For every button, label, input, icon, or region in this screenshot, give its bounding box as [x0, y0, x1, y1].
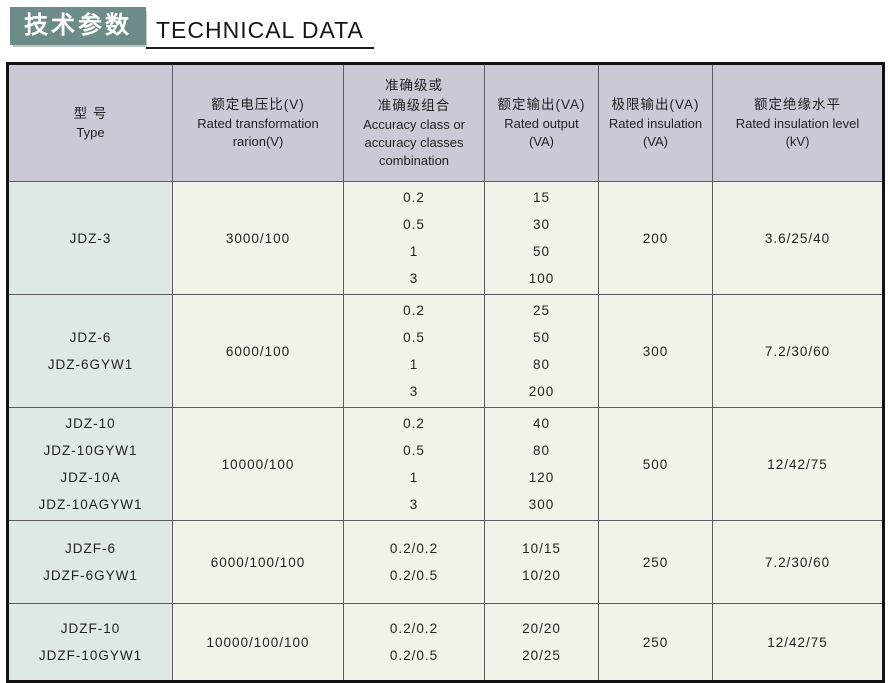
column-header-output-zh: 额定输出(VA): [497, 97, 586, 112]
cell-insulation-limit: 250: [598, 520, 713, 604]
column-header-insulation-limit-en: Rated insulation (VA): [608, 116, 703, 149]
cell-insulation-level: 12/42/75: [712, 407, 884, 521]
table-row: JDZ-10 JDZ-10GYW1 JDZ-10A JDZ-10AGYW1 100…: [7, 407, 884, 521]
cell-insulation-level: 7.2/30/60: [712, 520, 884, 604]
section-title-chinese: 技术参数: [10, 7, 146, 45]
column-header-output: 额定输出(VA) Rated output (VA): [484, 63, 599, 182]
cell-ratio: 6000/100/100: [172, 520, 344, 604]
cell-insulation-limit: 200: [598, 181, 713, 295]
section-header: 技术参数 TECHNICAL DATA: [10, 7, 884, 49]
column-header-accuracy-zh: 准确级或 准确级组合: [377, 78, 451, 113]
cell-accuracy: 0.2 0.5 1 3: [343, 294, 485, 408]
cell-accuracy: 0.2/0.2 0.2/0.5: [343, 603, 485, 682]
column-header-insulation-level: 额定绝缘水平 Rated insulation level (kV): [712, 63, 884, 182]
cell-ratio: 3000/100: [172, 181, 344, 295]
cell-insulation-limit: 250: [598, 603, 713, 682]
cell-type: JDZF-6 JDZF-6GYW1: [7, 520, 173, 604]
table-head: 型 号 Type 额定电压比(V) Rated transformation rari…: [7, 63, 884, 182]
column-header-ratio-zh: 额定电压比(V): [211, 97, 305, 112]
column-header-accuracy: 准确级或 准确级组合 Accuracy class or accuracy cla…: [343, 63, 485, 182]
cell-type: JDZ-6 JDZ-6GYW1: [7, 294, 173, 408]
column-header-insulation-level-zh: 额定绝缘水平: [754, 97, 841, 112]
cell-ratio: 10000/100/100: [172, 603, 344, 682]
column-header-output-en: Rated output (VA): [504, 116, 579, 149]
section-title-english: TECHNICAL DATA: [146, 17, 374, 49]
cell-insulation-level: 12/42/75: [712, 603, 884, 682]
cell-ratio: 6000/100: [172, 294, 344, 408]
table-row: JDZF-6 JDZF-6GYW1 6000/100/100 0.2/0.2 0.2…: [7, 520, 884, 604]
cell-output: 20/20 20/25: [484, 603, 599, 682]
cell-insulation-limit: 300: [598, 294, 713, 408]
cell-type: JDZF-10 JDZF-10GYW1: [7, 603, 173, 682]
cell-insulation-level: 3.6/25/40: [712, 181, 884, 295]
cell-accuracy: 0.2 0.5 1 3: [343, 181, 485, 295]
cell-accuracy: 0.2 0.5 1 3: [343, 407, 485, 521]
table-body: JDZ-3 3000/100 0.2 0.5 1 3 15 30 50 100 200 3…: [7, 181, 884, 682]
cell-accuracy: 0.2/0.2 0.2/0.5: [343, 520, 485, 604]
column-header-type: 型 号 Type: [7, 63, 173, 182]
table-row: JDZF-10 JDZF-10GYW1 10000/100/100 0.2/0.2 …: [7, 603, 884, 682]
cell-output: 25 50 80 200: [484, 294, 599, 408]
column-header-type-en: Type: [76, 125, 105, 140]
column-header-insulation-level-en: Rated insulation level (kV): [735, 116, 860, 149]
cell-insulation-level: 7.2/30/60: [712, 294, 884, 408]
column-header-ratio-en: Rated transformation rarion(V): [197, 116, 319, 149]
cell-output: 15 30 50 100: [484, 181, 599, 295]
cell-output: 40 80 120 300: [484, 407, 599, 521]
column-header-insulation-limit-zh: 极限输出(VA): [611, 97, 700, 112]
table-row: JDZ-6 JDZ-6GYW1 6000/100 0.2 0.5 1 3 25 50 …: [7, 294, 884, 408]
cell-type: JDZ-10 JDZ-10GYW1 JDZ-10A JDZ-10AGYW1: [7, 407, 173, 521]
table-row: JDZ-3 3000/100 0.2 0.5 1 3 15 30 50 100 200 3…: [7, 181, 884, 295]
cell-ratio: 10000/100: [172, 407, 344, 521]
column-header-insulation-limit: 极限输出(VA) Rated insulation (VA): [598, 63, 713, 182]
cell-insulation-limit: 500: [598, 407, 713, 521]
cell-type: JDZ-3: [7, 181, 173, 295]
column-header-type-zh: 型 号: [73, 106, 108, 121]
header-row: 型 号 Type 额定电压比(V) Rated transformation rari…: [7, 63, 884, 182]
cell-output: 10/15 10/20: [484, 520, 599, 604]
column-header-ratio: 额定电压比(V) Rated transformation rarion(V): [172, 63, 344, 182]
technical-data-table: 型 号 Type 额定电压比(V) Rated transformation rari…: [6, 62, 885, 683]
column-header-accuracy-en: Accuracy class or accuracy classes combi…: [363, 117, 465, 168]
